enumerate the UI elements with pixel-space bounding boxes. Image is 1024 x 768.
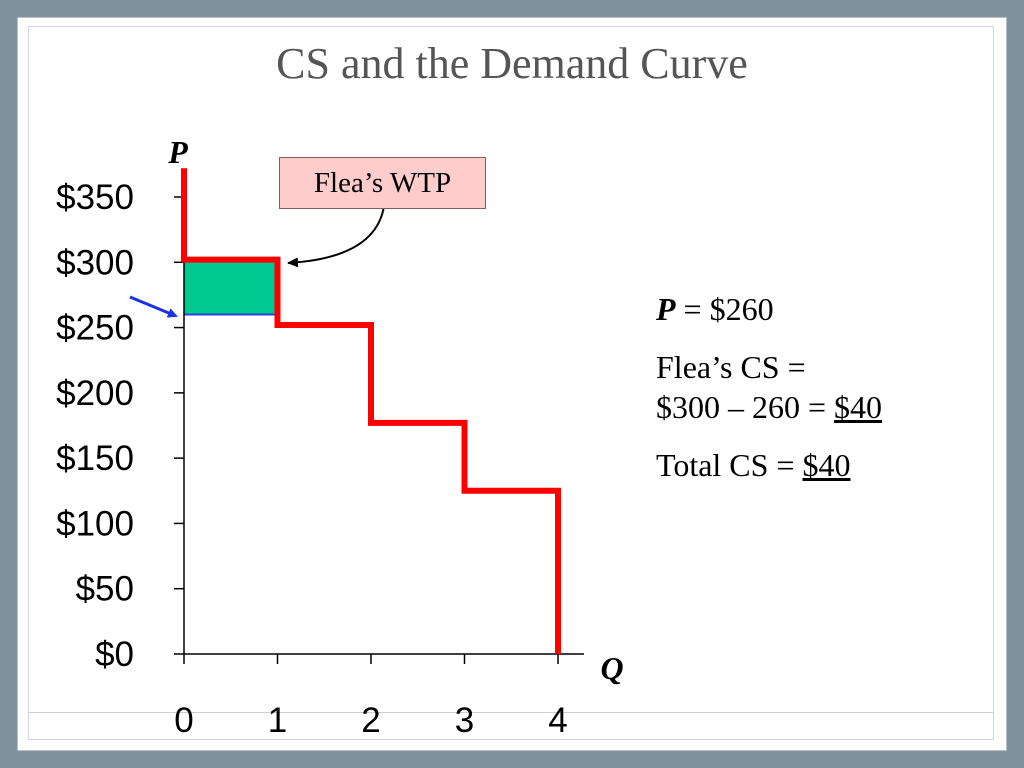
price-statement: P = $260 — [656, 289, 996, 329]
footer-rule — [28, 712, 994, 713]
x-tick-label: 1 — [268, 701, 287, 740]
flea-cs-line1: Flea’s CS = — [656, 349, 806, 385]
price-value-text: = $260 — [675, 291, 774, 327]
slide — [18, 18, 1006, 750]
price-variable: P — [656, 291, 676, 327]
y-tick-label: $100 — [56, 504, 134, 543]
slide-inner-frame — [28, 26, 994, 740]
x-axis-label: Q — [600, 650, 623, 686]
y-tick-label: $250 — [56, 309, 134, 348]
cs-info-panel: P = $260 Flea’s CS = $300 – 260 = $40 To… — [656, 289, 996, 485]
flea-cs-calc: $300 – 260 = — [656, 389, 835, 425]
price-pointer-arrow — [129, 295, 178, 318]
x-tick-label: 4 — [548, 701, 567, 740]
wtp-pointer-arrow — [287, 205, 385, 268]
flea-cs-line2: $300 – 260 = $40 — [656, 387, 996, 427]
slide-title: CS and the Demand Curve — [276, 39, 748, 88]
y-tick-label: $350 — [56, 178, 134, 217]
wtp-callout-text: Flea’s WTP — [313, 166, 452, 199]
total-cs-line: Total CS = $40 — [656, 445, 996, 485]
y-tick-label: $150 — [56, 439, 134, 478]
flea-cs-value: $40 — [834, 389, 883, 425]
y-tick-label: $0 — [95, 635, 134, 674]
x-tick-label: 0 — [174, 701, 193, 740]
x-tick-label: 2 — [361, 701, 380, 740]
y-tick-label: $200 — [56, 374, 134, 413]
total-cs-value: $40 — [802, 447, 851, 483]
consumer-surplus-area — [184, 262, 278, 315]
wtp-callout: Flea’s WTP — [279, 157, 486, 209]
x-tick-label: 3 — [455, 701, 474, 740]
total-cs-label: Total CS = — [656, 447, 803, 483]
y-tick-label: $50 — [76, 570, 134, 609]
demand-curve — [181, 168, 561, 654]
y-axis-label: P — [167, 134, 188, 170]
y-tick-label: $300 — [56, 243, 134, 282]
